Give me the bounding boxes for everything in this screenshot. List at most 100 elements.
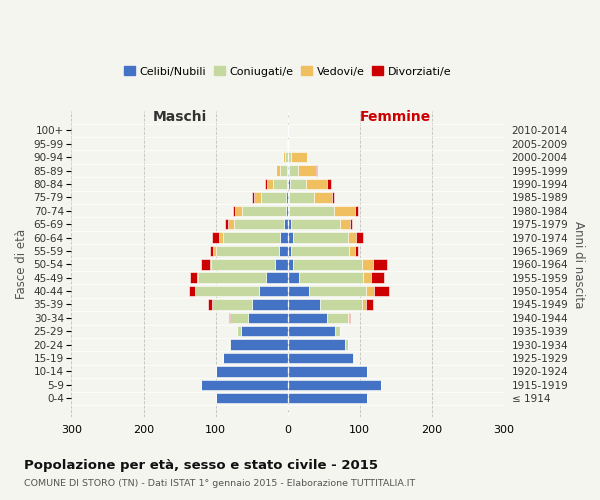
Bar [290, 219, 340, 230]
Bar [189, 286, 195, 296]
Bar [267, 178, 272, 189]
Bar [233, 206, 235, 216]
Bar [364, 272, 371, 283]
Bar [285, 152, 287, 162]
Bar [332, 192, 334, 202]
Bar [306, 178, 328, 189]
Bar [355, 206, 358, 216]
Bar [289, 192, 314, 202]
Bar [210, 259, 211, 270]
Bar [373, 259, 387, 270]
Bar [276, 166, 280, 176]
Bar [275, 259, 287, 270]
Bar [310, 286, 365, 296]
Bar [242, 206, 286, 216]
Bar [287, 125, 289, 136]
Bar [259, 286, 287, 296]
Bar [233, 219, 284, 230]
Bar [334, 206, 355, 216]
Bar [335, 326, 340, 336]
Bar [287, 246, 291, 256]
Bar [190, 272, 197, 283]
Bar [210, 246, 214, 256]
Bar [287, 326, 335, 336]
Legend: Celibi/Nubili, Coniugati/e, Vedovi/e, Divorziati/e: Celibi/Nubili, Coniugati/e, Vedovi/e, Di… [119, 62, 456, 81]
Text: Femmine: Femmine [360, 110, 431, 124]
Bar [212, 232, 219, 242]
Bar [299, 272, 364, 283]
Bar [215, 393, 287, 404]
Bar [280, 232, 287, 242]
Bar [265, 178, 267, 189]
Bar [289, 166, 298, 176]
Bar [212, 300, 251, 310]
Bar [201, 259, 210, 270]
Bar [293, 259, 362, 270]
Y-axis label: Fasce di età: Fasce di età [15, 229, 28, 300]
Bar [211, 259, 275, 270]
Bar [316, 166, 317, 176]
Bar [283, 152, 285, 162]
Bar [298, 166, 316, 176]
Bar [235, 206, 242, 216]
Bar [279, 246, 287, 256]
Bar [228, 219, 233, 230]
Bar [355, 246, 358, 256]
Bar [261, 192, 286, 202]
Bar [287, 353, 353, 364]
Bar [314, 192, 332, 202]
Text: Popolazione per età, sesso e stato civile - 2015: Popolazione per età, sesso e stato civil… [24, 458, 378, 471]
Bar [286, 192, 287, 202]
Bar [287, 366, 367, 376]
Bar [287, 166, 289, 176]
Text: Maschi: Maschi [152, 110, 206, 124]
Bar [286, 206, 287, 216]
Bar [349, 312, 350, 323]
Bar [362, 300, 365, 310]
Bar [365, 300, 373, 310]
Bar [291, 152, 307, 162]
Bar [287, 300, 320, 310]
Bar [229, 312, 230, 323]
Bar [287, 380, 382, 390]
Bar [340, 219, 350, 230]
Bar [320, 300, 362, 310]
Bar [328, 312, 347, 323]
Bar [253, 192, 254, 202]
Bar [287, 152, 291, 162]
Bar [195, 286, 196, 296]
Bar [229, 340, 230, 350]
Bar [287, 393, 367, 404]
Bar [290, 178, 306, 189]
Bar [374, 286, 389, 296]
Bar [350, 219, 352, 230]
Bar [215, 246, 279, 256]
Bar [293, 232, 347, 242]
Text: COMUNE DI STORO (TN) - Dati ISTAT 1° gennaio 2015 - Elaborazione TUTTITALIA.IT: COMUNE DI STORO (TN) - Dati ISTAT 1° gen… [24, 479, 415, 488]
Bar [362, 259, 373, 270]
Bar [287, 192, 289, 202]
Bar [214, 246, 215, 256]
Bar [215, 366, 287, 376]
Bar [346, 340, 348, 350]
Bar [287, 138, 289, 149]
Bar [328, 178, 331, 189]
Bar [251, 300, 287, 310]
Bar [266, 272, 287, 283]
Bar [287, 259, 293, 270]
Bar [223, 232, 280, 242]
Bar [287, 232, 293, 242]
Bar [347, 232, 356, 242]
Bar [356, 232, 364, 242]
Bar [347, 312, 349, 323]
Bar [225, 219, 228, 230]
Bar [287, 340, 346, 350]
Bar [272, 178, 287, 189]
Bar [201, 380, 287, 390]
Bar [287, 206, 289, 216]
Bar [287, 286, 310, 296]
Bar [237, 326, 241, 336]
Bar [287, 312, 328, 323]
Bar [353, 353, 354, 364]
Bar [197, 272, 266, 283]
